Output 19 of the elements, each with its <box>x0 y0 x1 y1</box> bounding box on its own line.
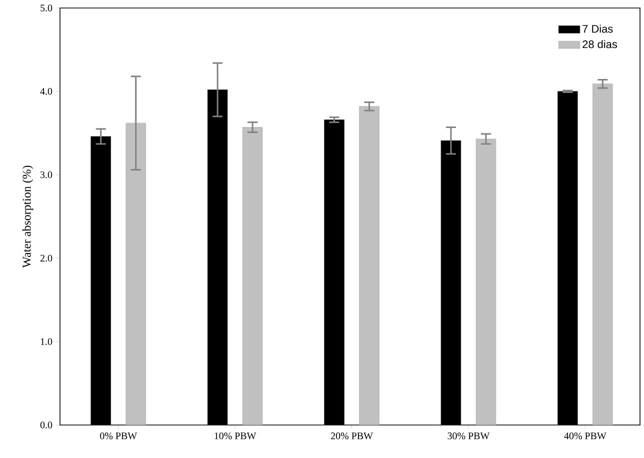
y-tick-label: 4.0 <box>40 88 52 95</box>
y-tick-label: 2.0 <box>40 254 52 262</box>
x-tick-label: 10% PBW <box>214 432 256 440</box>
bar <box>359 106 380 425</box>
y-axis-title: Water absorption (%) <box>22 166 34 268</box>
y-tick-label: 0.0 <box>40 422 52 428</box>
x-tick-label: 0% PBW <box>100 432 138 440</box>
bar <box>476 138 496 425</box>
bar <box>126 122 146 425</box>
x-tick-label: 20% PBW <box>331 432 373 440</box>
y-tick-label: 3.0 <box>40 171 52 178</box>
y-tick-label: 1.0 <box>40 338 52 345</box>
x-tick-label: 40% PBW <box>564 432 606 440</box>
legend-label: 7 Dias <box>582 24 613 33</box>
legend-label: 28 dias <box>582 40 618 48</box>
bar <box>242 127 263 425</box>
bar <box>592 84 613 425</box>
x-tick-label: 30% PBW <box>448 432 490 440</box>
y-tick-label: 5.0 <box>40 4 52 12</box>
